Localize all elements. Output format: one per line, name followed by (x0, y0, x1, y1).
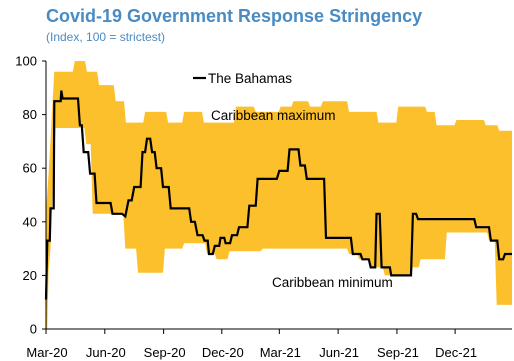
series-line-the-bahamas (44, 90, 512, 300)
label-caribbean-maximum: Caribbean maximum (211, 108, 336, 123)
y-tick-label-80: 80 (23, 107, 37, 122)
x-tick-label-mar-21: Mar-21 (260, 345, 301, 360)
y-tick-label-20: 20 (23, 268, 37, 283)
x-tick-label-dec-20: Dec-20 (202, 345, 244, 360)
caribbean-range-band (46, 61, 512, 329)
x-tick-label-sep-20: Sep-20 (144, 345, 186, 360)
chart-subtitle: (Index, 100 = strictest) (46, 30, 166, 44)
chart-title: Covid-19 Government Response Stringency (46, 6, 423, 26)
legend-label-the-bahamas: The Bahamas (208, 71, 292, 86)
band-layer (46, 61, 512, 329)
x-tick-label-jun-20: Jun-20 (86, 345, 126, 360)
y-tick-label-60: 60 (23, 161, 37, 176)
y-tick-label-40: 40 (23, 214, 37, 229)
annotation-layer: The Bahamas Caribbean maximum Caribbean … (193, 71, 393, 290)
x-tick-label-jun-21: Jun-21 (319, 345, 359, 360)
x-tick-label-dec-21: Dec-21 (435, 345, 477, 360)
x-tick-label-mar-20: Mar-20 (26, 345, 67, 360)
y-tick-label-0: 0 (30, 322, 37, 337)
axes-layer: 0 20 40 60 80 100 Mar-20 Jun-20 Sep-20 Dec-20 Mar-… (15, 54, 512, 360)
label-caribbean-minimum: Caribbean minimum (272, 275, 393, 290)
line-layer (44, 90, 512, 300)
x-tick-label-sep-21: Sep-21 (377, 345, 419, 360)
y-tick-label-100: 100 (15, 54, 37, 69)
